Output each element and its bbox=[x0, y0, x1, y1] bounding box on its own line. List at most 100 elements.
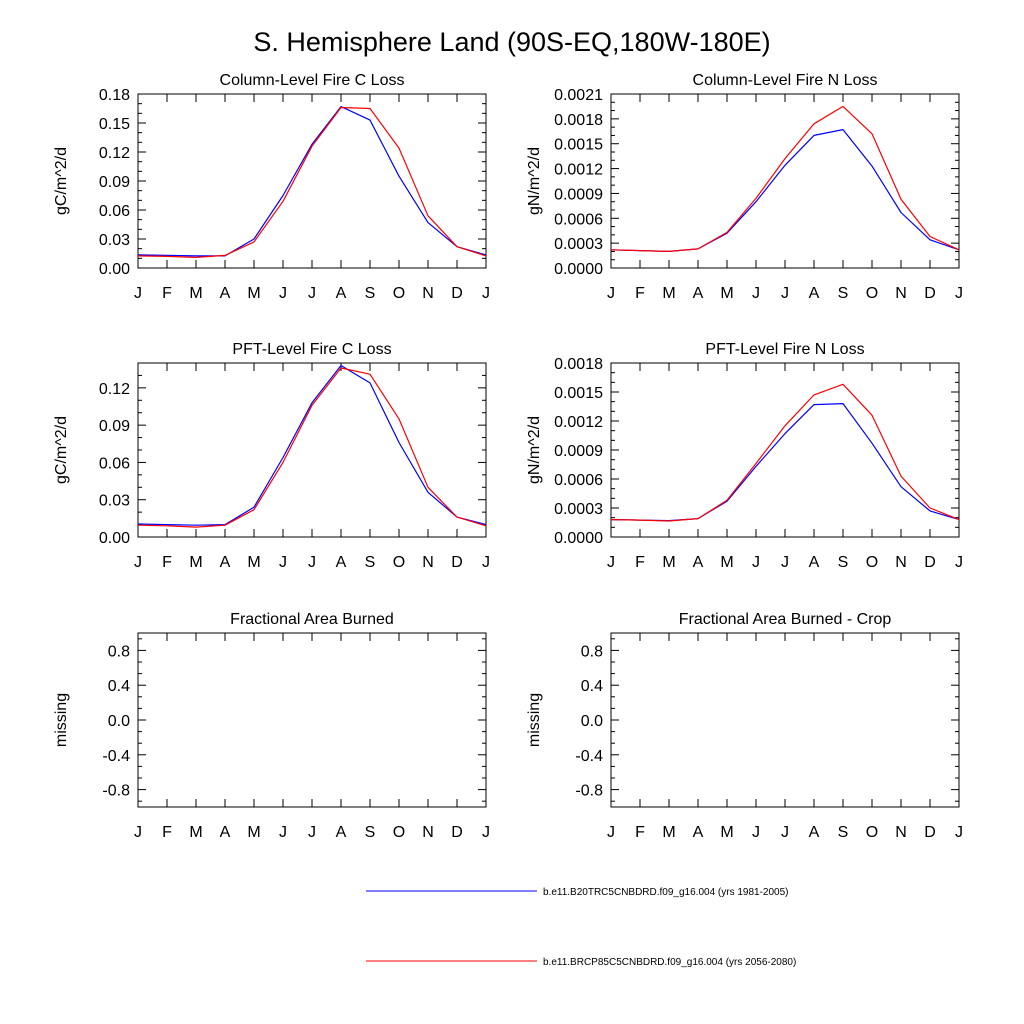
y-tick-label: 0.0 bbox=[108, 713, 130, 730]
panel-title: Column-Level Fire N Loss bbox=[693, 72, 878, 89]
x-tick-label: A bbox=[336, 554, 347, 571]
y-tick-label: 0.0018 bbox=[554, 356, 603, 373]
x-tick-label: A bbox=[220, 554, 231, 571]
x-tick-label: N bbox=[895, 824, 907, 841]
plot-frame bbox=[610, 632, 960, 808]
x-tick-label: S bbox=[365, 285, 376, 302]
x-tick-label: J bbox=[752, 285, 760, 302]
y-tick-label: 0.0012 bbox=[554, 162, 603, 179]
panel-title: Column-Level Fire C Loss bbox=[220, 72, 405, 89]
y-tick-label: 0.00 bbox=[99, 530, 130, 547]
x-tick-label: J bbox=[955, 285, 963, 302]
x-tick-label: S bbox=[838, 554, 849, 571]
series-line-1 bbox=[610, 403, 960, 522]
x-tick-label: J bbox=[134, 554, 142, 571]
x-tick-label: O bbox=[866, 285, 878, 302]
x-tick-label: J bbox=[482, 285, 490, 302]
x-tick-label: J bbox=[781, 554, 789, 571]
x-tick-label: F bbox=[162, 824, 172, 841]
y-axis-label: gC/m^2/d bbox=[53, 416, 70, 484]
x-tick-label: A bbox=[693, 554, 704, 571]
x-tick-label: S bbox=[365, 554, 376, 571]
y-tick-label: 0.0006 bbox=[554, 472, 603, 489]
x-tick-label: M bbox=[247, 285, 260, 302]
x-tick-label: A bbox=[220, 824, 231, 841]
x-tick-label: A bbox=[809, 824, 820, 841]
chart-panel-3: PFT-Level Fire C Loss gC/m^2/d 0.00 0.03 0.0… bbox=[53, 341, 490, 571]
x-tick-label: F bbox=[635, 824, 645, 841]
x-tick-label: O bbox=[393, 285, 405, 302]
panels-group: Column-Level Fire C Loss gC/m^2/d 0.00 0.03… bbox=[53, 72, 963, 841]
y-tick-label: 0.06 bbox=[99, 455, 130, 472]
x-tick-label: M bbox=[662, 285, 675, 302]
x-tick-label: M bbox=[189, 285, 202, 302]
y-tick-label: 0.8 bbox=[581, 643, 603, 660]
x-tick-label: M bbox=[662, 554, 675, 571]
x-tick-label: F bbox=[162, 285, 172, 302]
x-tick-label: J bbox=[482, 824, 490, 841]
y-tick-label: 0.0018 bbox=[554, 112, 603, 129]
x-tick-label: O bbox=[866, 824, 878, 841]
x-tick-label: J bbox=[482, 554, 490, 571]
panel-title: PFT-Level Fire C Loss bbox=[232, 341, 391, 358]
x-tick-label: M bbox=[247, 824, 260, 841]
y-tick-label: 0.0009 bbox=[554, 186, 603, 203]
x-tick-label: M bbox=[720, 824, 733, 841]
y-tick-label: 0.4 bbox=[108, 678, 130, 695]
series-line-2 bbox=[137, 106, 487, 258]
plot-frame bbox=[137, 362, 487, 538]
x-tick-label: S bbox=[838, 824, 849, 841]
x-tick-label: M bbox=[662, 824, 675, 841]
x-tick-label: N bbox=[422, 554, 434, 571]
x-tick-label: D bbox=[451, 824, 463, 841]
x-tick-label: S bbox=[365, 824, 376, 841]
series-line-1 bbox=[137, 364, 487, 526]
x-tick-label: J bbox=[955, 824, 963, 841]
x-tick-label: A bbox=[809, 285, 820, 302]
x-tick-label: D bbox=[924, 824, 936, 841]
x-tick-label: J bbox=[607, 285, 615, 302]
x-tick-label: J bbox=[308, 285, 316, 302]
chart-panel-4: PFT-Level Fire N Loss gN/m^2/d 0.0000 0.000… bbox=[526, 341, 963, 571]
x-tick-label: A bbox=[336, 824, 347, 841]
y-axis-label: missing bbox=[526, 693, 543, 747]
x-tick-label: N bbox=[895, 285, 907, 302]
y-tick-label: -0.8 bbox=[575, 783, 603, 800]
y-axis-label: missing bbox=[53, 693, 70, 747]
x-tick-label: A bbox=[336, 285, 347, 302]
series-line-2 bbox=[137, 367, 487, 528]
x-tick-label: J bbox=[607, 824, 615, 841]
x-tick-label: A bbox=[809, 554, 820, 571]
x-tick-label: D bbox=[451, 554, 463, 571]
y-tick-label: 0.8 bbox=[108, 643, 130, 660]
legend: b.e11.B20TRC5CNBDRD.f09_g16.004 (yrs 198… bbox=[366, 887, 796, 968]
y-tick-label: 0.4 bbox=[581, 678, 603, 695]
y-tick-label: 0.03 bbox=[99, 493, 130, 510]
plot-frame bbox=[137, 93, 487, 269]
x-tick-label: J bbox=[134, 824, 142, 841]
x-tick-label: A bbox=[693, 824, 704, 841]
x-tick-label: J bbox=[781, 824, 789, 841]
y-tick-label: 0.18 bbox=[99, 87, 130, 104]
series-line-2 bbox=[610, 383, 960, 522]
legend-label-2: b.e11.BRCP85C5CNBDRD.f09_g16.004 (yrs 20… bbox=[543, 957, 796, 968]
series-line-1 bbox=[137, 105, 487, 257]
x-tick-label: J bbox=[279, 285, 287, 302]
panel-title: Fractional Area Burned bbox=[230, 611, 394, 628]
x-tick-label: J bbox=[279, 824, 287, 841]
y-tick-label: 0.0003 bbox=[554, 236, 603, 253]
x-tick-label: J bbox=[781, 285, 789, 302]
y-tick-label: 0.0000 bbox=[554, 530, 603, 547]
x-tick-label: J bbox=[134, 285, 142, 302]
y-axis-label: gN/m^2/d bbox=[526, 147, 543, 215]
chart-panel-1: Column-Level Fire C Loss gC/m^2/d 0.00 0.03… bbox=[53, 72, 490, 302]
y-axis-label: gC/m^2/d bbox=[53, 147, 70, 215]
x-tick-label: F bbox=[635, 554, 645, 571]
y-axis-label: gN/m^2/d bbox=[526, 416, 543, 484]
y-tick-label: 0.09 bbox=[99, 418, 130, 435]
x-tick-label: N bbox=[422, 285, 434, 302]
x-tick-label: F bbox=[635, 285, 645, 302]
y-tick-label: 0.03 bbox=[99, 232, 130, 249]
y-tick-label: 0.12 bbox=[99, 145, 130, 162]
y-tick-label: 0.0009 bbox=[554, 443, 603, 460]
